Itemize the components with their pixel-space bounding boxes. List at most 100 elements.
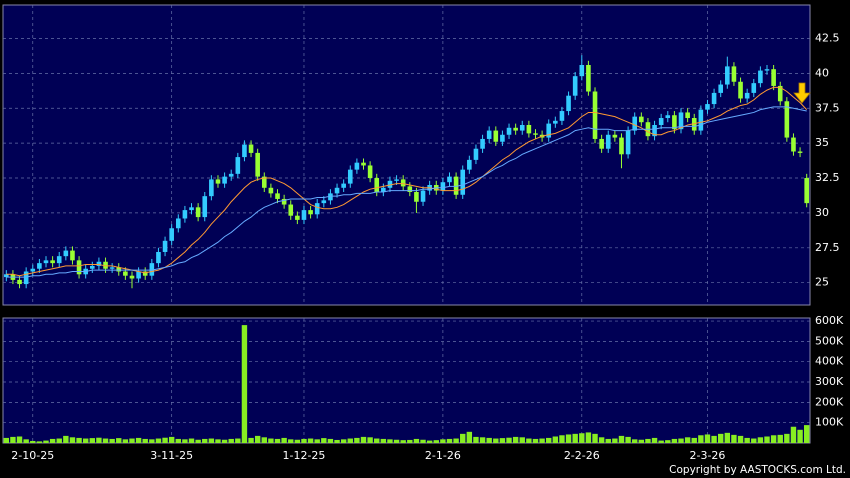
volume-bar <box>651 437 658 443</box>
candle-body <box>367 165 373 179</box>
candle-body <box>215 179 221 184</box>
volume-bar <box>122 439 129 443</box>
candle-body <box>533 133 538 135</box>
volume-bar <box>387 439 393 443</box>
candle-body <box>665 115 671 119</box>
candle-body <box>672 115 677 130</box>
volume-bar <box>76 437 82 443</box>
volume-bar <box>645 438 651 443</box>
volume-bar <box>512 436 519 443</box>
candle-body <box>175 218 181 229</box>
volume-bar <box>698 435 704 443</box>
signal-arrow <box>793 82 811 104</box>
volume-bar <box>109 438 115 443</box>
volume-bar <box>36 441 43 443</box>
volume-bar <box>149 439 155 443</box>
candle-body <box>56 256 62 264</box>
volume-bar <box>559 435 565 443</box>
y-tick-label: 35 <box>815 136 829 149</box>
volume-bar <box>235 438 241 443</box>
volume-bar <box>552 436 559 443</box>
candle-body <box>4 274 9 278</box>
candle-body <box>255 152 260 177</box>
candle-body <box>731 66 737 82</box>
volume-bar <box>658 440 664 443</box>
volume-bar <box>374 438 380 443</box>
volume-bar <box>347 438 353 443</box>
candle-body <box>314 203 320 215</box>
candle-body <box>103 261 108 269</box>
candle-body <box>268 187 274 194</box>
volume-bar <box>129 438 135 443</box>
candle-body <box>691 118 697 131</box>
volume-bar <box>307 438 314 443</box>
volume-bar <box>327 438 334 443</box>
volume-bar <box>770 435 777 443</box>
volume-bar <box>43 440 49 443</box>
candle-body <box>394 179 399 181</box>
volume-bar <box>526 438 532 443</box>
volume-bar <box>466 431 473 443</box>
candle-body <box>579 65 585 77</box>
candle-body <box>288 204 294 216</box>
candle-body <box>791 137 796 152</box>
volume-bar <box>532 438 539 443</box>
volume-bar <box>10 436 16 443</box>
candle-body <box>182 210 188 219</box>
candle-body <box>89 265 95 269</box>
volume-bar <box>314 439 320 443</box>
volume-bar <box>803 425 810 443</box>
candle-body <box>467 159 472 170</box>
y-tick-label: 27.5 <box>815 241 840 254</box>
candle-body <box>70 250 75 261</box>
volume-bar <box>155 438 162 443</box>
candle-body <box>295 215 300 220</box>
volume-bar <box>744 437 750 443</box>
volume-bar <box>486 437 492 443</box>
candle-body <box>228 173 234 177</box>
candle-body <box>381 187 386 192</box>
volume-bar <box>691 437 697 443</box>
candle-body <box>711 92 717 105</box>
candle-body <box>400 179 406 187</box>
candle-body <box>586 65 591 92</box>
volume-bar <box>632 439 638 443</box>
volume-bar <box>102 438 109 443</box>
volume-bar <box>274 438 281 443</box>
candle-body <box>169 228 174 241</box>
candle-body <box>513 127 518 131</box>
volume-bar <box>301 438 307 443</box>
candle-body <box>678 112 684 130</box>
candle-body <box>493 130 499 142</box>
volume-bar <box>711 435 717 443</box>
volume-bar <box>182 439 188 443</box>
volume-bar <box>546 437 552 443</box>
candle-body <box>261 176 267 188</box>
candle-body <box>738 81 743 99</box>
candle-body <box>546 123 552 138</box>
volume-bar <box>89 438 95 443</box>
candle-body <box>328 193 333 201</box>
candle-body <box>222 176 227 184</box>
volume-bar <box>731 434 737 443</box>
volume-bar <box>228 438 234 443</box>
candle-body <box>202 196 208 218</box>
volume-bar <box>598 437 605 443</box>
volume-bar <box>162 437 168 443</box>
volume-bar <box>142 438 148 443</box>
candle-body <box>658 118 664 125</box>
y-tick-label: 30 <box>815 206 829 219</box>
volume-bar <box>248 437 254 443</box>
volume-bar <box>215 439 221 443</box>
candle-body <box>341 183 346 188</box>
volume-bar <box>281 437 287 443</box>
volume-bar <box>400 440 406 443</box>
volume-bar <box>665 440 671 443</box>
candle-body <box>500 134 505 142</box>
candle-body <box>559 111 565 121</box>
volume-bar <box>704 434 711 443</box>
candle-body <box>460 169 466 195</box>
candle-body <box>519 125 525 131</box>
volume-bar <box>175 438 181 443</box>
